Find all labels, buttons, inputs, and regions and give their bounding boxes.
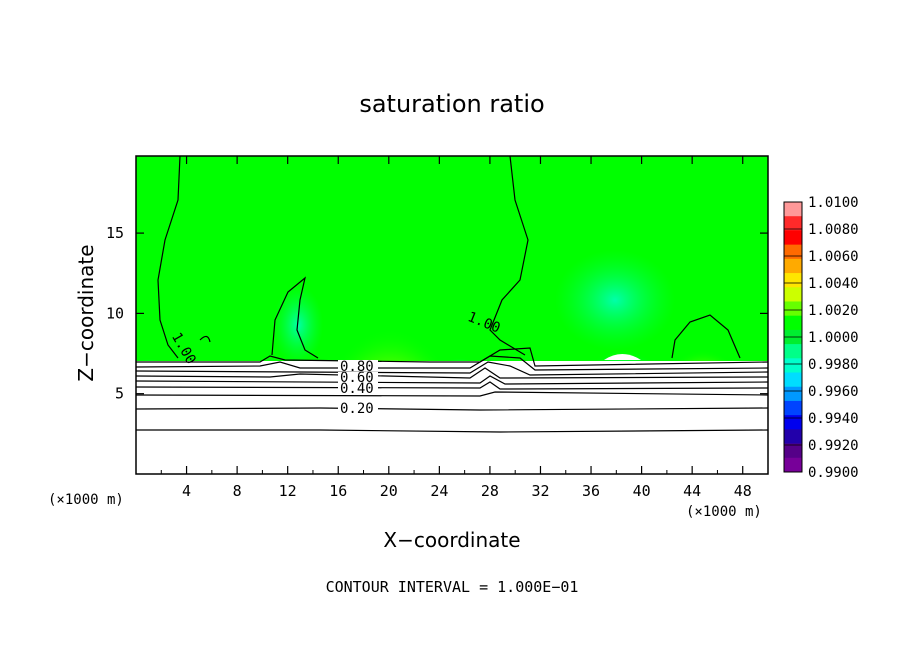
y-tick-label: 5	[115, 385, 124, 403]
colorbar-swatch	[784, 287, 802, 302]
colorbar-label: 0.9980	[808, 357, 859, 373]
contour-line-1.00	[271, 276, 319, 359]
colorbar-swatch	[784, 457, 802, 473]
colorbar-swatch	[784, 244, 802, 260]
contour-line-1.00	[489, 156, 529, 356]
colorbar-swatch	[784, 301, 802, 317]
contour-line-1.00	[199, 335, 211, 343]
colorbar-swatch	[784, 400, 802, 416]
contour-line-1.00	[671, 314, 741, 359]
colorbar-swatch	[784, 372, 802, 388]
colorbar-label: 1.0080	[808, 222, 859, 238]
colorbar-label: 0.9900	[808, 465, 859, 481]
y-axis-unit: (×1000 m)	[48, 492, 124, 508]
contour-line-0.30	[136, 391, 768, 397]
contour-line-0.70	[136, 361, 768, 376]
colorbar-label: 1.0000	[808, 330, 859, 346]
colorbar-swatch	[784, 273, 802, 288]
colorbar-label: 1.0040	[808, 276, 859, 292]
x-tick-label: 16	[329, 482, 347, 500]
contour-line-0.90	[136, 347, 768, 367]
contour-line-0.20	[136, 407, 768, 411]
x-tick-label: 44	[683, 482, 701, 500]
colorbar-swatch	[784, 230, 802, 246]
x-tick-label: 20	[380, 482, 398, 500]
plot-area: 1.00 1.00 0.80 0.60 0.40 0.20	[136, 156, 768, 474]
x-tick-label: 24	[430, 482, 448, 500]
x-axis: 4 8 12 16 20 24 28 32 36 40 44 48	[160, 156, 752, 500]
chart-title: saturation ratio	[359, 90, 544, 118]
colorbar-swatch	[784, 344, 802, 359]
colorbar-swatch	[784, 258, 802, 274]
x-tick-label: 48	[734, 482, 752, 500]
colorbar-swatch	[784, 358, 802, 374]
colorbar-swatch	[784, 443, 802, 459]
colorbar-swatch	[784, 315, 802, 331]
colorbar-swatch	[784, 202, 802, 217]
contour-line-0.80	[136, 355, 768, 371]
x-tick-label: 28	[481, 482, 499, 500]
x-tick-label: 8	[233, 482, 242, 500]
colorbar-label: 1.0060	[808, 249, 859, 265]
x-axis-unit: (×1000 m)	[686, 504, 762, 520]
colorbar-swatch	[784, 386, 802, 402]
contour-label: 0.80	[340, 359, 374, 375]
y-axis: 5 10 15	[106, 224, 768, 403]
contour-line-0.10	[136, 429, 768, 433]
x-tick-label: 32	[531, 482, 549, 500]
plot-frame	[135, 155, 769, 475]
colorbar: 1.0100 1.0080 1.0060 1.0040 1.0020 1.0000 0.99…	[783, 195, 859, 481]
y-tick-label: 10	[106, 304, 124, 322]
colorbar-swatch	[784, 415, 802, 430]
contour-label: 0.60	[340, 370, 374, 386]
x-axis-label: X−coordinate	[383, 528, 520, 552]
colorbar-label: 0.9940	[808, 411, 859, 427]
contour-line-0.60	[136, 367, 768, 379]
y-axis-label: Z−coordinate	[74, 244, 98, 381]
contour-line-1.00	[157, 156, 181, 359]
y-tick-label: 15	[106, 224, 124, 242]
contour-label: 0.40	[340, 381, 374, 397]
colorbar-label: 1.0100	[808, 195, 859, 211]
lower-stable-layer	[136, 361, 768, 474]
x-tick-label: 12	[279, 482, 297, 500]
contour-interval-note: CONTOUR INTERVAL = 1.000E−01	[326, 578, 579, 596]
white-cap	[604, 354, 641, 360]
colorbar-swatch	[784, 429, 802, 445]
x-tick-label: 40	[633, 482, 651, 500]
colorbar-label: 0.9960	[808, 384, 859, 400]
x-tick-label: 4	[182, 482, 191, 500]
contour-label: 0.20	[340, 401, 374, 417]
colorbar-label: 1.0020	[808, 303, 859, 319]
colorbar-swatch	[784, 216, 802, 231]
x-tick-label: 36	[582, 482, 600, 500]
colorbar-label: 0.9920	[808, 438, 859, 454]
